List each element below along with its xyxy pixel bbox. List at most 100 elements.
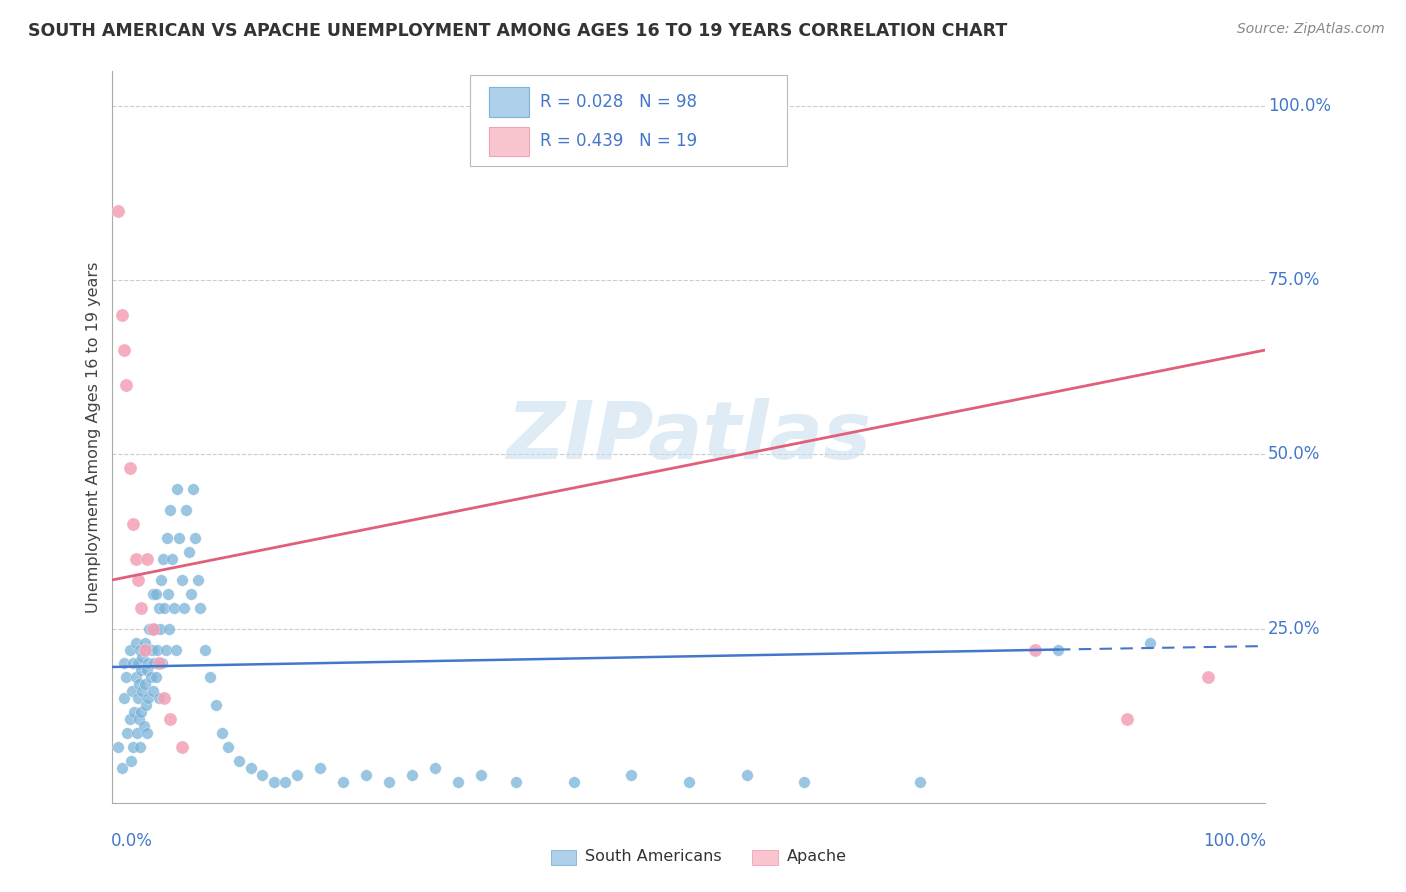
Point bbox=[166, 483, 188, 497]
Text: 25.0%: 25.0% bbox=[1268, 620, 1320, 638]
Point bbox=[157, 622, 180, 636]
Point bbox=[354, 768, 377, 782]
Point bbox=[118, 712, 141, 726]
Point bbox=[401, 768, 423, 782]
Point bbox=[425, 761, 447, 775]
Point bbox=[143, 622, 166, 636]
Point bbox=[142, 587, 165, 601]
Point bbox=[129, 642, 152, 657]
Point bbox=[107, 740, 129, 755]
Point bbox=[122, 740, 145, 755]
Point bbox=[505, 775, 527, 789]
Point bbox=[136, 726, 159, 740]
Point bbox=[107, 203, 129, 218]
Point bbox=[217, 740, 239, 755]
Point bbox=[132, 719, 155, 733]
Point bbox=[153, 600, 176, 615]
Point bbox=[181, 483, 204, 497]
Point bbox=[188, 600, 211, 615]
Point bbox=[136, 664, 159, 678]
Point bbox=[170, 573, 193, 587]
Point bbox=[128, 677, 150, 691]
Bar bbox=[551, 850, 576, 865]
Text: Source: ZipAtlas.com: Source: ZipAtlas.com bbox=[1237, 22, 1385, 37]
Text: R = 0.439   N = 19: R = 0.439 N = 19 bbox=[540, 132, 697, 151]
Text: SOUTH AMERICAN VS APACHE UNEMPLOYMENT AMONG AGES 16 TO 19 YEARS CORRELATION CHAR: SOUTH AMERICAN VS APACHE UNEMPLOYMENT AM… bbox=[28, 22, 1007, 40]
Point bbox=[117, 726, 139, 740]
Text: Apache: Apache bbox=[787, 849, 846, 864]
Point bbox=[148, 600, 170, 615]
Point bbox=[263, 775, 285, 789]
Point bbox=[152, 552, 174, 566]
Point bbox=[228, 754, 250, 768]
Point bbox=[156, 531, 179, 545]
Point bbox=[129, 600, 153, 615]
Point bbox=[134, 635, 156, 649]
Point bbox=[180, 587, 202, 601]
Point bbox=[150, 657, 173, 671]
Point bbox=[127, 573, 149, 587]
Point bbox=[285, 768, 308, 782]
Point bbox=[127, 657, 149, 671]
Point bbox=[111, 308, 134, 322]
Point bbox=[184, 531, 207, 545]
Point bbox=[153, 691, 176, 706]
Point bbox=[120, 754, 142, 768]
Point bbox=[118, 642, 141, 657]
Point bbox=[174, 503, 197, 517]
Point bbox=[735, 768, 758, 782]
Point bbox=[162, 600, 184, 615]
Point bbox=[134, 677, 156, 691]
Point bbox=[1116, 712, 1139, 726]
Point bbox=[793, 775, 815, 789]
Point bbox=[124, 670, 146, 684]
Bar bbox=[752, 850, 778, 865]
Point bbox=[205, 698, 228, 713]
Point bbox=[274, 775, 297, 789]
Bar bbox=[489, 127, 529, 156]
Text: R = 0.028   N = 98: R = 0.028 N = 98 bbox=[540, 93, 697, 111]
Point bbox=[121, 684, 143, 698]
Point bbox=[620, 768, 643, 782]
Point bbox=[309, 761, 332, 775]
Point bbox=[562, 775, 585, 789]
Point bbox=[135, 698, 157, 713]
Point bbox=[143, 657, 166, 671]
Point bbox=[194, 642, 217, 657]
Point bbox=[138, 622, 160, 636]
Point bbox=[378, 775, 401, 789]
Point bbox=[155, 642, 177, 657]
Point bbox=[187, 573, 209, 587]
Point bbox=[129, 664, 153, 678]
Point bbox=[447, 775, 470, 789]
Point bbox=[122, 657, 145, 671]
Point bbox=[239, 761, 262, 775]
Point bbox=[1197, 670, 1219, 684]
Point bbox=[145, 587, 167, 601]
Point bbox=[139, 670, 162, 684]
Text: 100.0%: 100.0% bbox=[1204, 832, 1267, 850]
Text: South Americans: South Americans bbox=[585, 849, 721, 864]
Point bbox=[124, 635, 146, 649]
Point bbox=[165, 642, 187, 657]
Point bbox=[908, 775, 931, 789]
Point bbox=[115, 377, 138, 392]
Point bbox=[141, 642, 163, 657]
Point bbox=[122, 517, 145, 532]
Text: 0.0%: 0.0% bbox=[111, 832, 153, 850]
Point bbox=[156, 587, 179, 601]
Point bbox=[159, 712, 181, 726]
Point bbox=[131, 684, 153, 698]
Point bbox=[146, 642, 169, 657]
Text: 50.0%: 50.0% bbox=[1268, 445, 1320, 464]
Point bbox=[129, 740, 152, 755]
Point bbox=[136, 552, 159, 566]
Point bbox=[169, 531, 191, 545]
Point bbox=[112, 691, 135, 706]
Point bbox=[162, 552, 184, 566]
Point bbox=[136, 657, 159, 671]
Point bbox=[131, 649, 153, 664]
Point bbox=[118, 461, 141, 475]
Point bbox=[112, 343, 135, 357]
Point bbox=[159, 503, 181, 517]
